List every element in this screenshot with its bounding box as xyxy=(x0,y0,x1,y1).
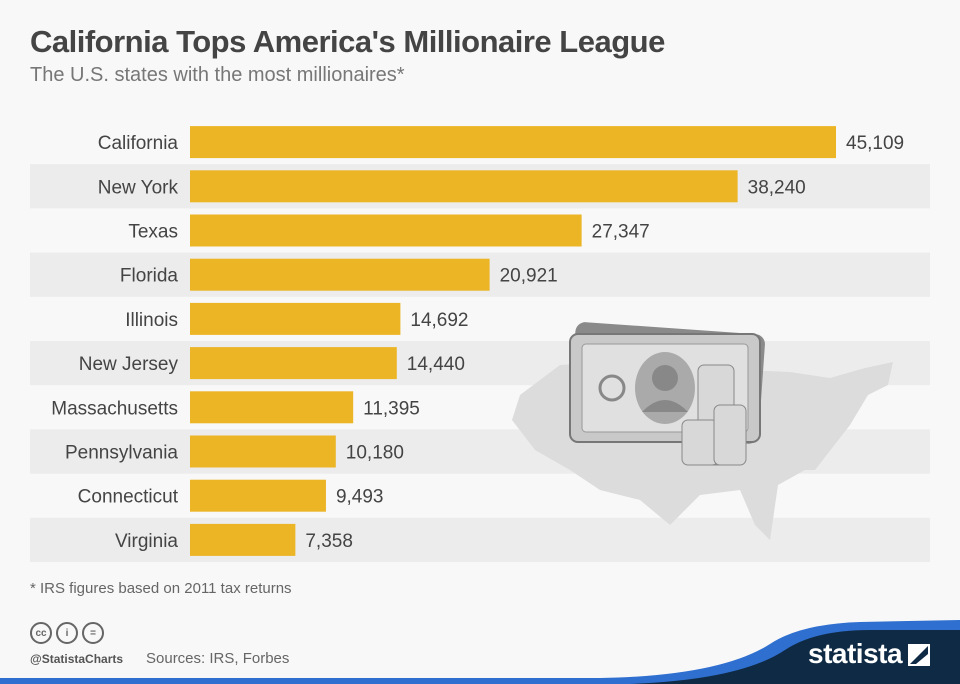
value-label: 38,240 xyxy=(748,177,806,198)
bar xyxy=(190,391,354,424)
bar xyxy=(190,126,836,159)
us-map-money-illustration xyxy=(512,322,893,540)
sources-text: Sources: IRS, Forbes xyxy=(146,650,290,667)
statista-brand-swoosh xyxy=(0,620,960,684)
bar xyxy=(190,302,401,335)
category-label: New York xyxy=(98,177,179,198)
value-label: 20,921 xyxy=(500,266,558,287)
attribution-person-icon: i xyxy=(56,622,78,644)
bar xyxy=(190,170,738,203)
bar xyxy=(190,347,397,380)
category-label: Massachusetts xyxy=(51,398,178,419)
category-label: Texas xyxy=(128,222,178,243)
coin-stack-icon xyxy=(681,364,747,466)
bar xyxy=(190,435,336,468)
value-label: 11,395 xyxy=(363,398,420,419)
category-label: Connecticut xyxy=(78,487,179,508)
bar xyxy=(190,523,296,556)
category-label: New Jersey xyxy=(79,354,179,375)
category-label: Pennsylvania xyxy=(65,443,178,464)
cc-icon: cc xyxy=(30,622,52,644)
value-label: 45,109 xyxy=(846,133,904,154)
statista-logo[interactable]: statista xyxy=(808,638,903,669)
bar xyxy=(190,214,582,247)
category-label: Florida xyxy=(120,266,179,287)
statista-logo-icon xyxy=(908,644,930,666)
bar xyxy=(190,258,490,291)
value-label: 9,493 xyxy=(336,487,384,508)
chart-title: California Tops America's Millionaire Le… xyxy=(30,24,665,59)
category-label: California xyxy=(98,133,179,154)
row-band xyxy=(30,517,930,562)
no-derivatives-equals-icon: = xyxy=(82,622,104,644)
value-label: 14,440 xyxy=(407,354,465,375)
footnote: * IRS figures based on 2011 tax returns xyxy=(30,580,292,597)
value-label: 27,347 xyxy=(592,222,650,243)
twitter-handle[interactable]: @StatistaCharts xyxy=(30,652,124,666)
category-label: Illinois xyxy=(125,310,178,331)
creative-commons-license[interactable]: cc i = xyxy=(30,622,104,644)
value-label: 14,692 xyxy=(410,310,468,331)
category-label: Virginia xyxy=(115,531,178,552)
chart-subtitle: The U.S. states with the most millionair… xyxy=(30,64,405,86)
value-label: 7,358 xyxy=(305,531,353,552)
value-label: 10,180 xyxy=(346,443,404,464)
bar xyxy=(190,479,326,512)
